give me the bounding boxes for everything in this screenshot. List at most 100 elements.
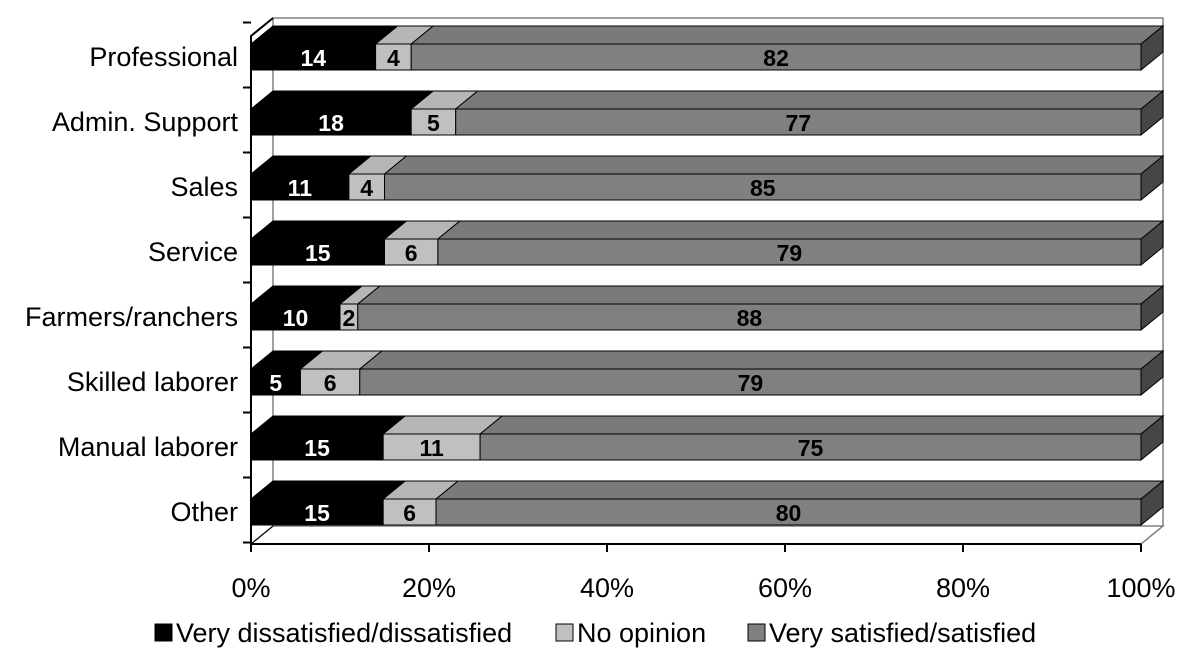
bar-front-face (250, 433, 384, 461)
category-label-admin-support: Admin. Support (52, 107, 239, 137)
bar-front-face (382, 498, 437, 526)
value-label-sales-no-opinion: 4 (360, 175, 373, 201)
category-label-service: Service (148, 237, 238, 267)
bar-top-face (249, 90, 435, 110)
x-tick-label-5: 100% (1106, 573, 1175, 603)
value-label-professional-very-satisfied-satisfied: 82 (763, 45, 789, 71)
bar-admin-support-very-satisfied-satisfied (454, 89, 1165, 137)
category-label-skilled-laborer: Skilled laborer (67, 367, 238, 397)
value-label-other-very-satisfied-satisfied: 80 (776, 500, 802, 526)
bar-professional-no-opinion (374, 25, 435, 71)
value-label-manual-laborer-very-dissatisfied-dissatisfied: 15 (304, 435, 330, 461)
value-labels: 15 6 80 15 11 75 5 6 79 10 2 88 15 6 79 11 4 85 18 5 77 14 4 82 (269, 45, 823, 526)
legend-swatch (747, 623, 766, 642)
bar-service-very-satisfied-satisfied (436, 219, 1165, 267)
legend-swatch (555, 623, 574, 642)
bar-top-face (356, 285, 1165, 305)
value-label-other-very-dissatisfied-dissatisfied: 15 (304, 500, 330, 526)
legend-item-very-dissatisfied-dissatisfied: Very dissatisfied/dissatisfied (154, 618, 512, 648)
bar-top-face (436, 220, 1165, 240)
bar-side-face (1140, 479, 1164, 527)
bar-front-face (382, 433, 481, 461)
x-tick-label-2: 40% (580, 573, 634, 603)
bar-front-face (250, 43, 377, 71)
category-label-farmers-ranchers: Farmers/ranchers (25, 302, 238, 332)
bar-skilled-laborer-very-dissatisfied-dissatisfied (249, 350, 324, 396)
bar-farmers-ranchers-very-satisfied-satisfied (356, 284, 1165, 332)
axis-depth-line (250, 525, 274, 545)
bar-side-face (1140, 24, 1164, 72)
bar-service-very-dissatisfied-dissatisfied (249, 220, 408, 266)
bar-other-very-dissatisfied-dissatisfied (249, 480, 407, 526)
bar-manual-laborer-no-opinion (381, 415, 504, 461)
legend-swatch (154, 623, 173, 642)
floor (250, 525, 1166, 545)
legend-item-very-satisfied-satisfied: Very satisfied/satisfied (747, 618, 1036, 648)
value-label-other-no-opinion: 6 (403, 500, 416, 526)
bar-front-face (384, 238, 439, 266)
legend-item-no-opinion: No opinion (555, 618, 706, 648)
bar-front-face (435, 498, 1142, 526)
value-label-skilled-laborer-no-opinion: 6 (324, 370, 337, 396)
bar-service-no-opinion (383, 220, 462, 266)
category-label-professional: Professional (89, 42, 238, 72)
value-label-professional-very-dissatisfied-dissatisfied: 14 (301, 45, 327, 71)
bar-farmers-ranchers-no-opinion (338, 285, 382, 331)
bar-side-face (1140, 414, 1164, 462)
x-tick-label-3: 60% (758, 573, 812, 603)
bar-skilled-laborer-very-satisfied-satisfied (358, 349, 1165, 397)
value-label-skilled-laborer-very-dissatisfied-dissatisfied: 5 (269, 370, 282, 396)
bar-top-face (454, 90, 1165, 110)
bar-top-face (249, 25, 400, 45)
value-label-service-very-dissatisfied-dissatisfied: 15 (305, 240, 331, 266)
bar-side-face (1140, 284, 1164, 332)
bar-front-face (250, 368, 301, 396)
bar-side-face (1140, 154, 1164, 202)
bar-sales-very-satisfied-satisfied (383, 154, 1165, 202)
bar-top-face (434, 480, 1165, 500)
value-label-professional-no-opinion: 4 (387, 45, 400, 71)
bar-front-face (437, 238, 1142, 266)
value-label-manual-laborer-no-opinion: 11 (419, 435, 444, 461)
bar-front-face (250, 498, 384, 526)
value-label-admin-support-very-dissatisfied-dissatisfied: 18 (318, 110, 344, 136)
value-label-manual-laborer-very-satisfied-satisfied: 75 (798, 435, 824, 461)
bar-professional-very-dissatisfied-dissatisfied (249, 25, 400, 71)
bar-front-face (250, 173, 350, 201)
bar-sales-very-dissatisfied-dissatisfied (249, 155, 373, 201)
bar-other-very-satisfied-satisfied (434, 479, 1165, 527)
bar-top-face (358, 350, 1165, 370)
bar-side-face (1140, 89, 1164, 137)
bar-top-face (383, 155, 1165, 175)
bar-skilled-laborer-no-opinion (299, 350, 384, 396)
value-label-farmers-ranchers-very-dissatisfied-dissatisfied: 10 (283, 305, 309, 331)
value-label-farmers-ranchers-very-satisfied-satisfied: 88 (737, 305, 763, 331)
category-label-other: Other (170, 497, 238, 527)
bar-manual-laborer-very-dissatisfied-dissatisfied (249, 415, 407, 461)
x-tick-label-4: 80% (936, 573, 990, 603)
value-label-sales-very-satisfied-satisfied: 85 (750, 175, 776, 201)
bars-layer (249, 24, 1165, 527)
value-label-farmers-ranchers-no-opinion: 2 (343, 305, 356, 331)
category-label-manual-laborer: Manual laborer (58, 432, 238, 462)
legend-label: Very satisfied/satisfied (769, 618, 1036, 648)
back-wall (272, 17, 1164, 526)
bar-side-face (1140, 349, 1164, 397)
bar-front-face (357, 303, 1142, 331)
bar-front-face (384, 173, 1142, 201)
value-label-service-no-opinion: 6 (405, 240, 418, 266)
bar-professional-very-satisfied-satisfied (409, 24, 1165, 72)
value-label-sales-very-dissatisfied-dissatisfied: 11 (288, 175, 313, 201)
value-label-admin-support-very-satisfied-satisfied: 77 (786, 110, 812, 136)
x-tick-label-0: 0% (231, 573, 270, 603)
bar-top-face (249, 480, 407, 500)
bar-front-face (455, 108, 1142, 136)
bar-top-face (249, 220, 408, 240)
axes-layer: Professional Admin. Support Sales Service Fa… (25, 17, 1176, 603)
category-label-sales: Sales (170, 172, 238, 202)
legend: Very dissatisfied/dissatisfied No opinion… (154, 618, 1036, 648)
bar-side-face (1140, 219, 1164, 267)
legend-label: No opinion (577, 618, 706, 648)
bar-top-face (249, 415, 407, 435)
